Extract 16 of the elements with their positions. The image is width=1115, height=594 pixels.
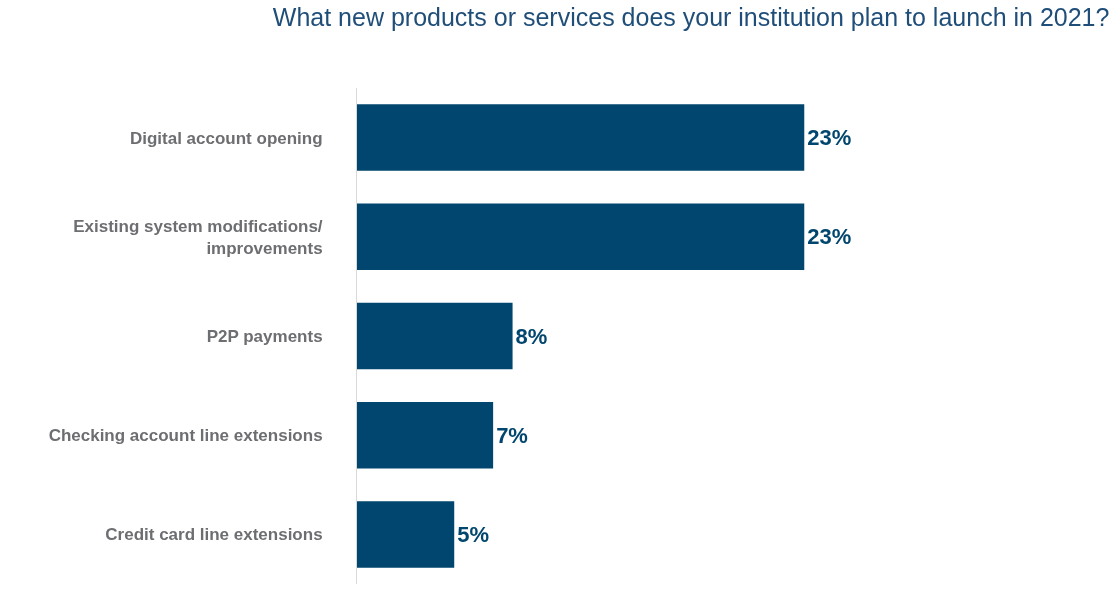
y-tick-label: Credit card line extensions: [105, 525, 323, 545]
y-tick-label: P2P payments: [206, 326, 323, 346]
data-label: 5%: [457, 521, 490, 547]
bar: [357, 203, 805, 271]
y-tick-label: Checking account line extensions: [48, 426, 323, 446]
bar: [357, 401, 494, 469]
bar: [357, 104, 805, 171]
data-label: 7%: [496, 422, 528, 448]
bar: [357, 302, 513, 370]
y-tick-label: Existing system modifications/ improvements: [73, 216, 323, 258]
data-label: 23%: [807, 224, 852, 250]
y-tick-label: Digital account opening: [129, 128, 323, 148]
data-label: 23%: [807, 125, 852, 151]
data-label: 8%: [515, 323, 548, 349]
bar: [357, 501, 455, 568]
chart-title: What new products or services does your institution plan to launch in 2021?: [272, 3, 1110, 32]
